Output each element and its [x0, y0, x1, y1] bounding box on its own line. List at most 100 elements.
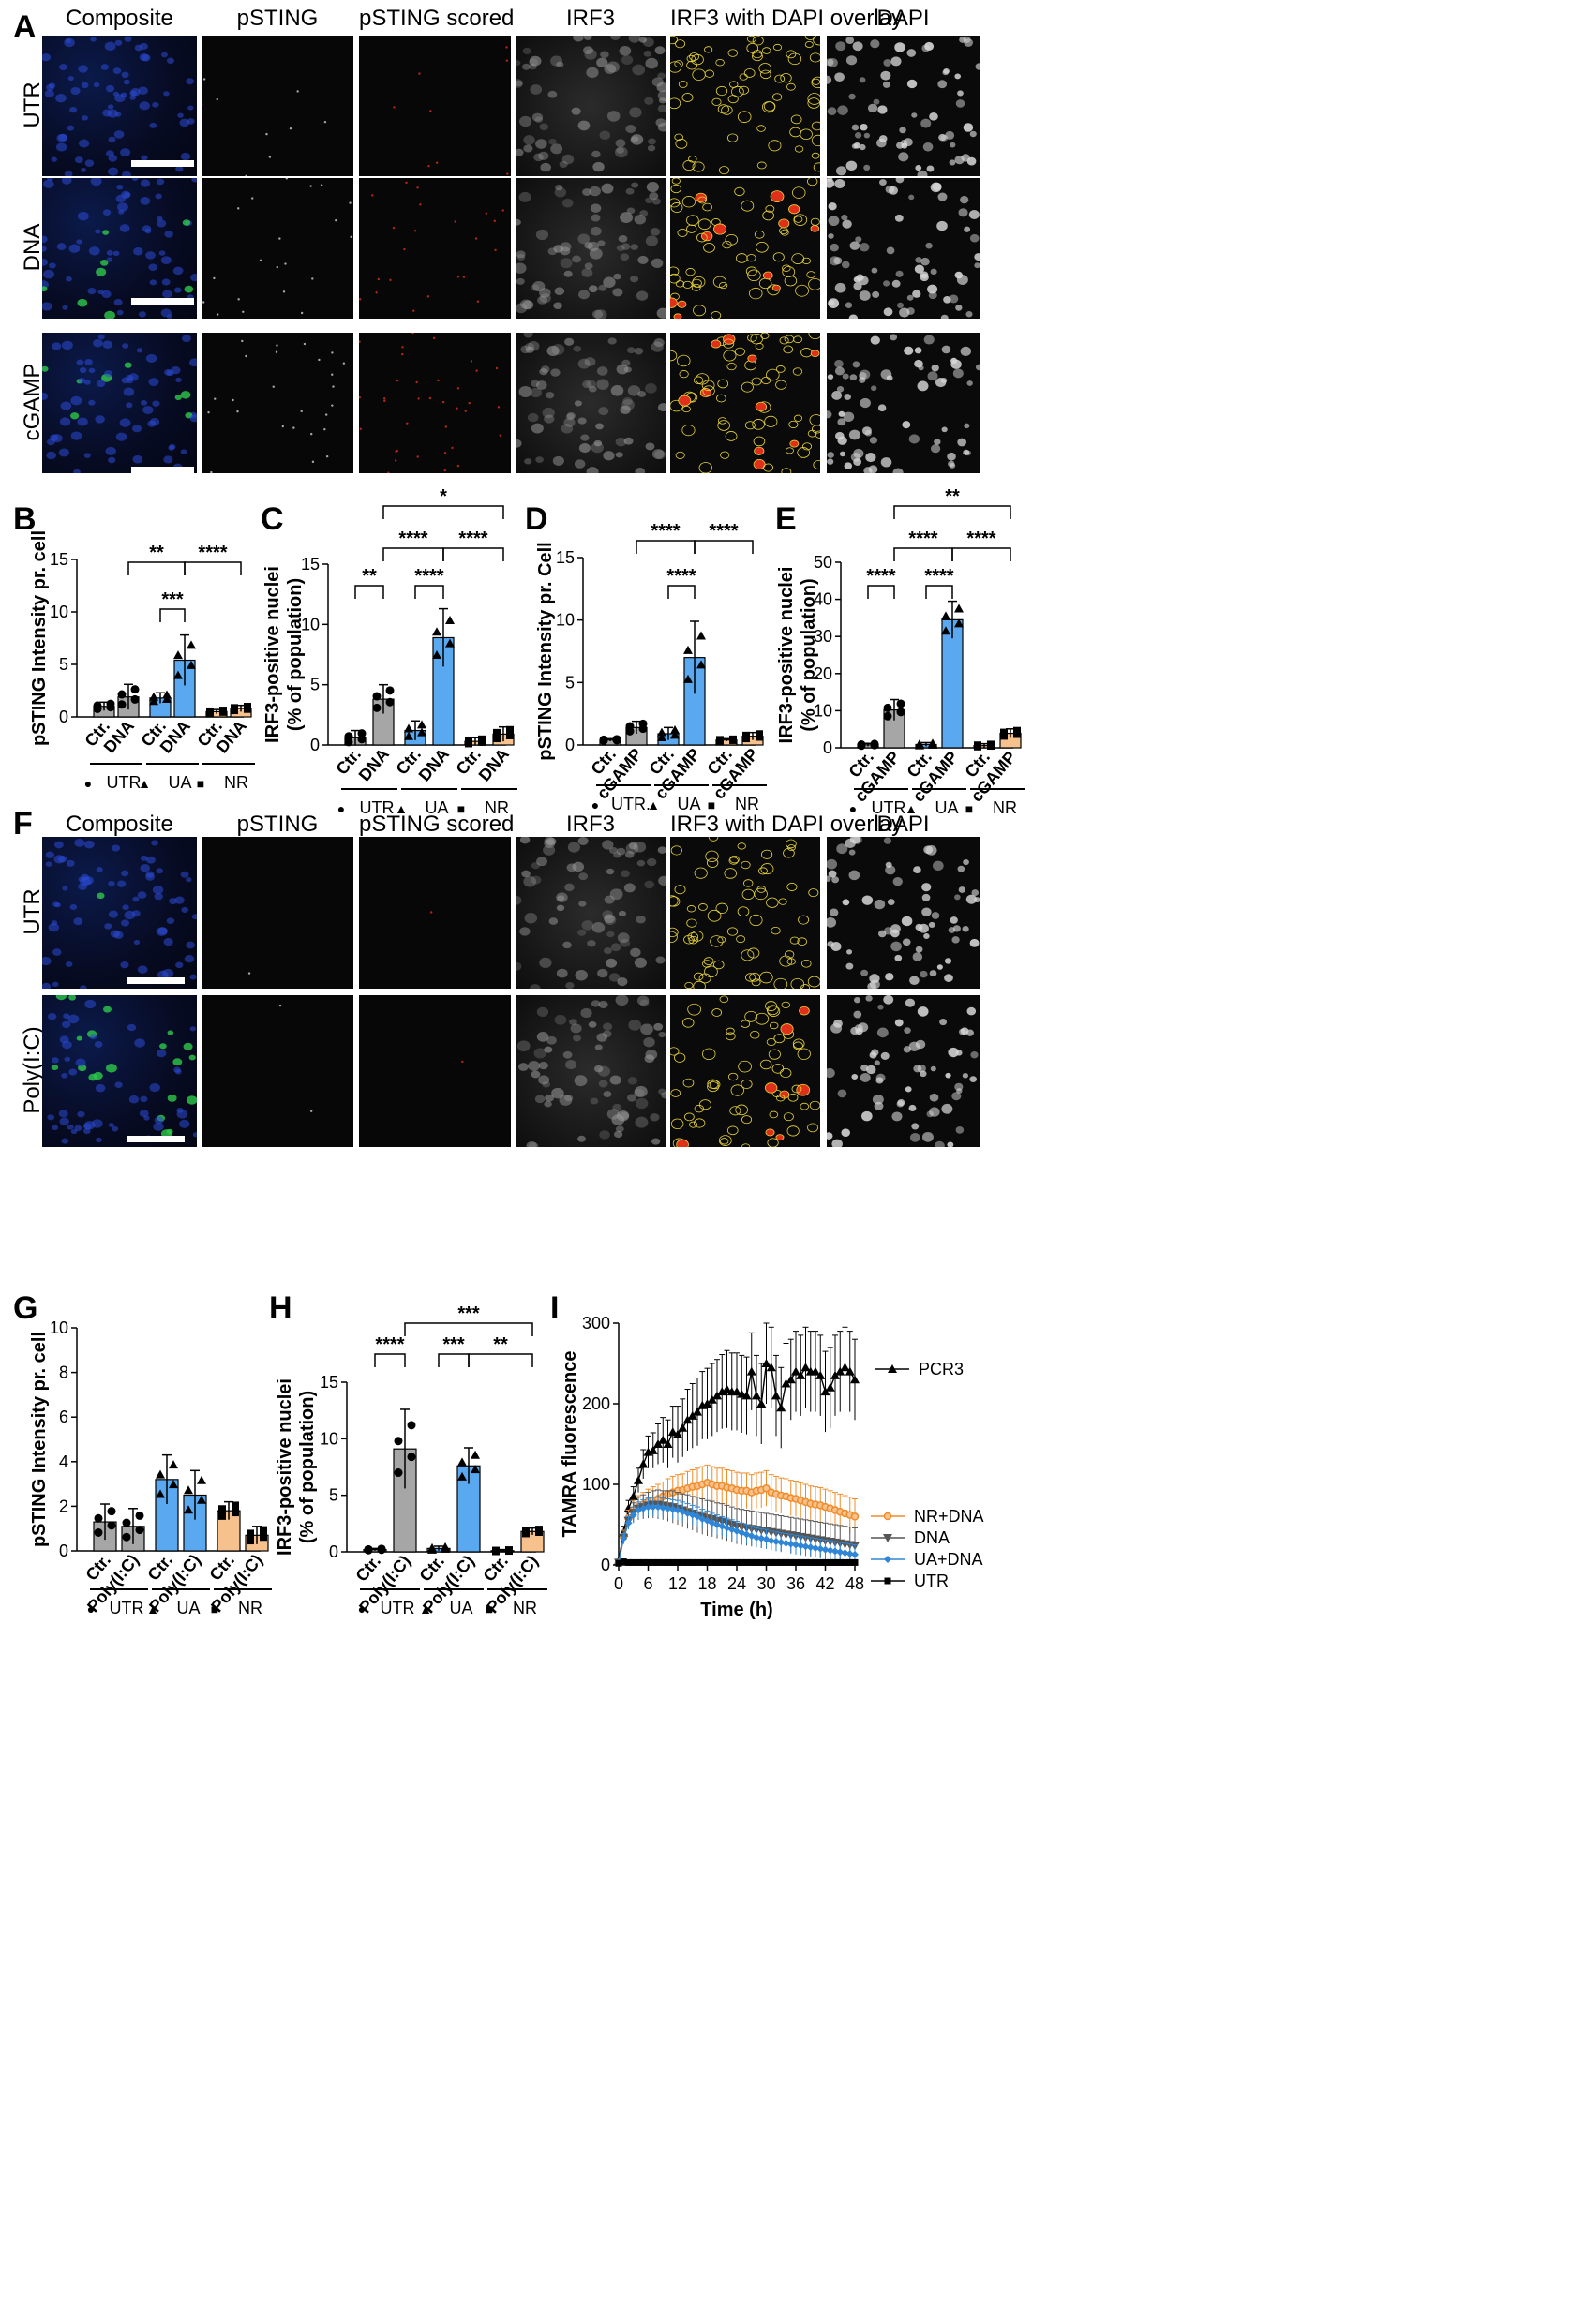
data-point [712, 1391, 722, 1400]
column-label: IRF3 with DAPI overlay [670, 6, 904, 31]
data-point [394, 1437, 403, 1446]
y-tick-label: 15 [320, 1373, 338, 1392]
data-point [807, 1558, 815, 1566]
data-point [771, 1391, 781, 1400]
data-point [670, 730, 680, 739]
data-point [727, 1526, 736, 1534]
significance-bracket [382, 547, 444, 561]
data-point [635, 1558, 642, 1566]
data-point [883, 711, 892, 721]
micrograph-cells [516, 333, 666, 473]
data-point [625, 722, 635, 731]
data-point [836, 1558, 844, 1566]
significance-label: * [440, 486, 447, 507]
x-axis-label: Time (h) [700, 1600, 772, 1620]
chart-g: pSTING Intensity pr. cell0246810Ctr.Poly… [29, 1318, 272, 1617]
micrograph-cells [827, 995, 979, 1147]
micrograph-cells [827, 36, 980, 176]
x-tick-label: DNA [415, 745, 453, 785]
micrograph-pst [359, 178, 511, 319]
data-point [206, 707, 214, 715]
data-point [742, 731, 750, 739]
data-point [954, 603, 964, 613]
significance-bracket [925, 585, 953, 599]
data-point [657, 733, 666, 741]
significance-label: **** [908, 529, 937, 549]
y-tick-label: 0 [329, 1542, 338, 1561]
data-point [708, 1519, 716, 1527]
significance-bracket [184, 561, 242, 575]
group-label: NR [238, 1599, 262, 1617]
data-point [377, 1544, 386, 1554]
micrograph-overlay [670, 995, 820, 1147]
data-point [644, 1503, 652, 1512]
significance-bracket [382, 505, 504, 519]
micrograph-cells [202, 178, 352, 316]
data-point [457, 1457, 467, 1467]
x-tick-label: DNA [475, 745, 513, 785]
micrograph-dapi [827, 837, 980, 989]
y-tick-label: 20 [814, 664, 832, 683]
chart-d: pSTING Intensity pr. Cell 051015Ctr.cGAMP… [535, 521, 767, 813]
data-point [638, 1459, 649, 1468]
legend-label: NR+DNA [914, 1507, 984, 1526]
data-point [344, 737, 353, 747]
data-point [717, 1387, 727, 1396]
y-tick-label: 0 [59, 708, 68, 726]
column-label: IRF3 [565, 812, 615, 837]
data-point [669, 1558, 677, 1566]
micrograph-cells [827, 837, 980, 989]
data-point [820, 1387, 830, 1396]
data-point [620, 1534, 628, 1542]
significance-bracket [404, 1322, 533, 1336]
micrograph-irf3 [516, 36, 666, 176]
y-tick-label: 5 [59, 655, 68, 674]
data-point [625, 1558, 632, 1566]
y-tick-label: 15 [50, 550, 68, 569]
data-point [791, 1366, 800, 1376]
micrograph-pst [202, 995, 353, 1147]
group-marker: ▲ [395, 801, 408, 816]
data-point [684, 1558, 691, 1566]
panel-label-b: B [13, 501, 37, 537]
data-point [678, 1423, 688, 1432]
data-point [184, 1505, 193, 1514]
micrograph-cells [670, 36, 820, 175]
data-point [218, 1505, 226, 1513]
data-point [638, 719, 648, 728]
data-point [845, 1366, 855, 1376]
group-label: UA [168, 773, 191, 792]
micrograph-overlay [670, 333, 820, 473]
micrograph-pst [202, 837, 353, 989]
data-point [156, 1469, 165, 1479]
x-tick-label: 48 [845, 1574, 864, 1593]
significance-bracket [354, 585, 384, 599]
significance-bracket [694, 540, 754, 554]
group-marker: ● [358, 1601, 366, 1616]
data-point [694, 1558, 701, 1566]
data-point [941, 611, 950, 620]
data-point [974, 741, 981, 750]
data-point [674, 1558, 681, 1566]
micrograph-pst [359, 36, 511, 176]
group-marker: ■ [457, 801, 465, 816]
micrograph-pst [359, 995, 511, 1147]
data-point [835, 1366, 845, 1376]
group-label: UTR. [611, 795, 651, 813]
significance-bracket [159, 608, 186, 622]
micrograph-cells [42, 334, 197, 473]
micrograph-cells [207, 339, 346, 473]
data-point [471, 1450, 480, 1459]
data-point [650, 1558, 657, 1566]
data-point [792, 1558, 800, 1566]
data-point [506, 731, 514, 739]
data-point [822, 1558, 829, 1566]
significance-label: **** [414, 566, 443, 587]
significance-bracket [636, 540, 696, 554]
data-point [845, 1549, 854, 1557]
y-tick-label: 10 [556, 611, 575, 630]
y-tick-label: 30 [814, 627, 832, 646]
micrograph-comp [42, 333, 197, 473]
significance-label: ** [493, 1334, 508, 1355]
group-label: UA [677, 795, 700, 813]
